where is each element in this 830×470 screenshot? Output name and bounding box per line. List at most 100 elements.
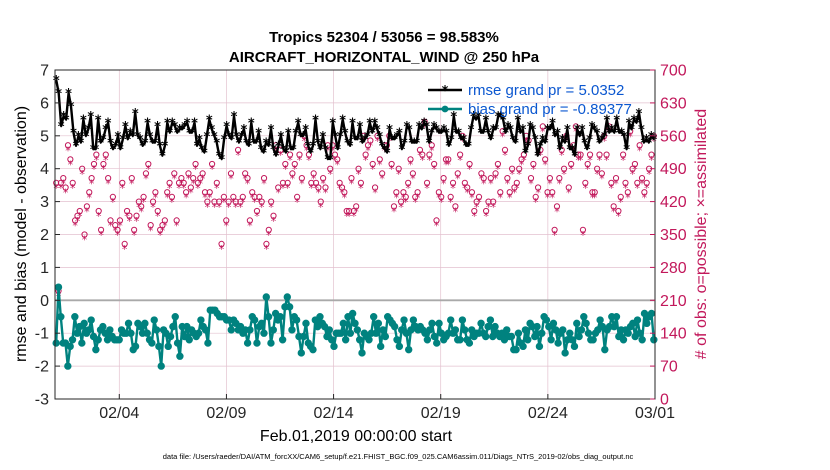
rmse-point: * (352, 133, 359, 148)
obs-assimilated-marker: * (649, 154, 655, 167)
obs-possible-marker (116, 217, 124, 224)
obs-possible-marker (579, 226, 587, 233)
y-tick-left-label: 6 (40, 95, 49, 112)
obs-assimilated-marker: * (635, 182, 641, 195)
obs-possible-marker (145, 160, 152, 168)
obs-assimilated-marker: * (209, 163, 215, 176)
obs-assimilated-marker: * (306, 154, 312, 167)
obs-assimilated-marker: * (146, 163, 152, 176)
obs-possible-marker (617, 193, 624, 200)
obs-assimilated-marker: * (124, 210, 130, 223)
obs-assimilated-marker: * (514, 182, 520, 195)
rmse-point: * (500, 113, 507, 128)
rmse-point: * (226, 130, 233, 145)
rmse-point: * (310, 140, 317, 155)
bias-point (164, 342, 172, 351)
y-tick-left-label: 0 (40, 293, 49, 310)
bias-point (246, 326, 254, 334)
rmse-point: * (206, 113, 213, 128)
obs-possible-marker (438, 193, 445, 200)
obs-assimilated-marker: * (483, 210, 489, 223)
obs-possible-marker (152, 189, 159, 196)
obs-possible-marker (270, 212, 277, 219)
obs-assimilated-marker: * (401, 191, 407, 204)
y-tick-right-label: 140 (660, 326, 687, 343)
rmse-point: * (58, 120, 65, 135)
bias-point (325, 326, 334, 334)
rmse-point: * (413, 136, 420, 151)
rmse-point: * (591, 123, 598, 138)
obs-possible-marker (183, 189, 190, 196)
obs-possible-marker (412, 193, 419, 200)
obs-possible-marker (239, 193, 246, 200)
obs-possible-marker (128, 175, 135, 182)
obs-assimilated-marker: * (309, 182, 315, 195)
obs-assimilated-marker: * (507, 191, 513, 204)
rmse-point: * (633, 117, 640, 132)
obs-assimilated-marker: * (429, 144, 435, 157)
obs-possible-marker (553, 203, 561, 210)
obs-assimilated-marker: * (592, 191, 598, 204)
rmse-point: * (436, 127, 443, 142)
obs-assimilated-marker: * (65, 144, 71, 157)
obs-possible-marker (135, 198, 142, 205)
obs-assimilated-marker: * (509, 168, 515, 181)
rmse-point: * (290, 143, 297, 158)
obs-assimilated-marker: * (219, 243, 225, 256)
bias-point (531, 332, 539, 341)
rmse-point: * (176, 123, 183, 138)
obs-possible-marker (249, 189, 256, 196)
bias-point (568, 336, 576, 344)
obs-possible-marker (539, 123, 546, 130)
obs-assimilated-marker: * (363, 154, 369, 167)
obs-assimilated-marker: * (61, 177, 67, 190)
rmse-point: * (371, 117, 378, 132)
obs-assimilated-marker: * (623, 182, 629, 195)
obs-assimilated-marker: * (578, 154, 584, 167)
obs-assimilated-marker: * (533, 196, 539, 209)
rmse-point: * (157, 140, 164, 155)
obs-possible-marker (88, 175, 95, 182)
obs-possible-marker (114, 226, 121, 233)
rmse-point: * (68, 100, 75, 115)
rmse-point: * (418, 123, 425, 138)
rmse-point: * (574, 123, 581, 138)
obs-possible-marker (341, 189, 348, 196)
obs-assimilated-marker: * (566, 187, 572, 200)
rmse-point: * (161, 140, 168, 155)
rmse-point: * (292, 127, 299, 142)
obs-assimilated-marker: * (616, 210, 622, 223)
obs-assimilated-marker: * (294, 196, 300, 209)
obs-possible-marker (180, 179, 187, 186)
rmse-point: * (557, 143, 564, 158)
obs-possible-marker (213, 179, 220, 186)
obs-possible-marker (291, 160, 298, 168)
y-tick-left-label: 2 (40, 227, 49, 244)
rmse-point: * (329, 117, 336, 132)
obs-assimilated-marker: * (538, 149, 544, 162)
rmse-point: * (354, 133, 361, 148)
obs-assimilated-marker: * (242, 173, 248, 186)
obs-assimilated-marker: * (597, 154, 603, 167)
obs-assimilated-marker: * (141, 196, 147, 209)
obs-possible-marker (511, 184, 518, 191)
bias-point (141, 319, 149, 328)
obs-assimilated-marker: * (415, 191, 421, 204)
rmse-point: * (194, 140, 201, 155)
bias-point (169, 322, 177, 331)
obs-assimilated-marker: * (275, 187, 281, 200)
obs-assimilated-marker: * (148, 224, 154, 237)
bias-point (461, 326, 469, 334)
obs-assimilated-marker: * (441, 177, 447, 190)
bias-point (573, 319, 581, 328)
obs-assimilated-marker: * (136, 201, 142, 214)
rmse-point: * (73, 140, 80, 155)
obs-assimilated-marker: * (486, 201, 492, 214)
rmse-point: * (613, 113, 620, 128)
obs-assimilated-marker: * (391, 206, 397, 219)
rmse-line (55, 79, 655, 161)
rmse-point: * (129, 130, 136, 145)
rmse-point: * (453, 127, 460, 142)
rmse-point: * (154, 120, 161, 135)
obs-possible-marker (192, 160, 199, 168)
